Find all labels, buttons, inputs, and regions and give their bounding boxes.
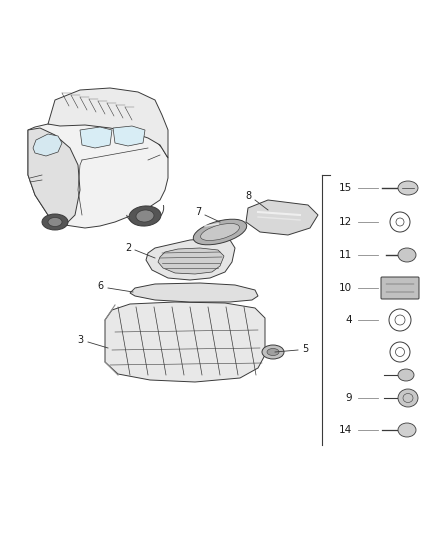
Ellipse shape [48,217,62,227]
Polygon shape [158,248,224,274]
Text: 4: 4 [346,315,352,325]
FancyBboxPatch shape [381,277,419,299]
Text: 9: 9 [346,393,352,403]
Text: 2: 2 [125,243,131,253]
Ellipse shape [398,389,418,407]
Ellipse shape [398,369,414,381]
Text: 7: 7 [195,207,201,217]
Ellipse shape [193,219,247,245]
Ellipse shape [398,423,416,437]
Polygon shape [80,127,112,148]
Polygon shape [105,302,265,382]
Ellipse shape [262,345,284,359]
Polygon shape [33,134,62,156]
Ellipse shape [42,214,68,230]
Ellipse shape [201,223,240,240]
Ellipse shape [129,206,161,226]
Ellipse shape [398,181,418,195]
Text: 5: 5 [302,344,308,354]
Text: 6: 6 [97,281,103,291]
Ellipse shape [267,349,279,356]
Polygon shape [113,126,145,146]
Text: 8: 8 [245,191,251,201]
Text: 14: 14 [339,425,352,435]
Ellipse shape [136,210,154,222]
Text: 10: 10 [339,283,352,293]
Text: 12: 12 [339,217,352,227]
Text: 15: 15 [339,183,352,193]
Text: 3: 3 [77,335,83,345]
Ellipse shape [398,248,416,262]
Text: 11: 11 [339,250,352,260]
Polygon shape [130,283,258,302]
Polygon shape [246,200,318,235]
Polygon shape [28,128,80,225]
Polygon shape [48,88,168,158]
Polygon shape [146,238,235,280]
Polygon shape [28,122,168,228]
